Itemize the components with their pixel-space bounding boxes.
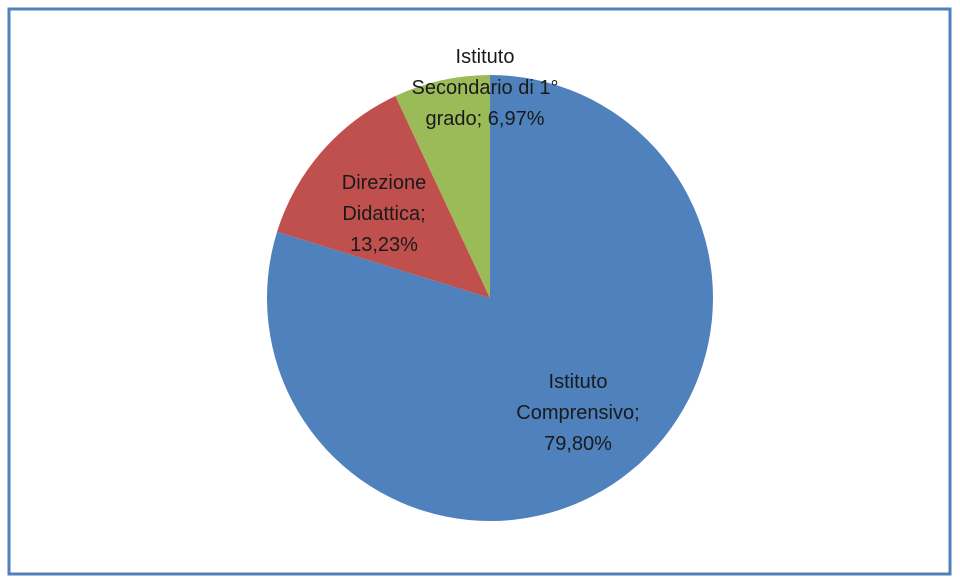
category-name: Istituto Secondario di 1° grado [411,46,559,130]
data-label: Istituto Secondario di 1° grado; 6,97% [405,42,565,135]
data-label: Istituto Comprensivo; 79,80% [508,367,648,460]
label-separator: ; [476,108,483,130]
label-separator: ; [634,402,640,424]
value-label: 6,97% [487,108,545,130]
pie-slice [395,75,490,298]
value-label: 79,80% [544,433,612,455]
label-separator: ; [420,203,426,225]
pie-slice [277,96,490,298]
pie-slice [267,75,714,521]
value-label: 13,23% [350,234,418,256]
data-label: Direzione Didattica; 13,23% [330,168,438,261]
category-name: Direzione Didattica [341,172,427,225]
category-name: Istituto Comprensivo [516,371,635,424]
